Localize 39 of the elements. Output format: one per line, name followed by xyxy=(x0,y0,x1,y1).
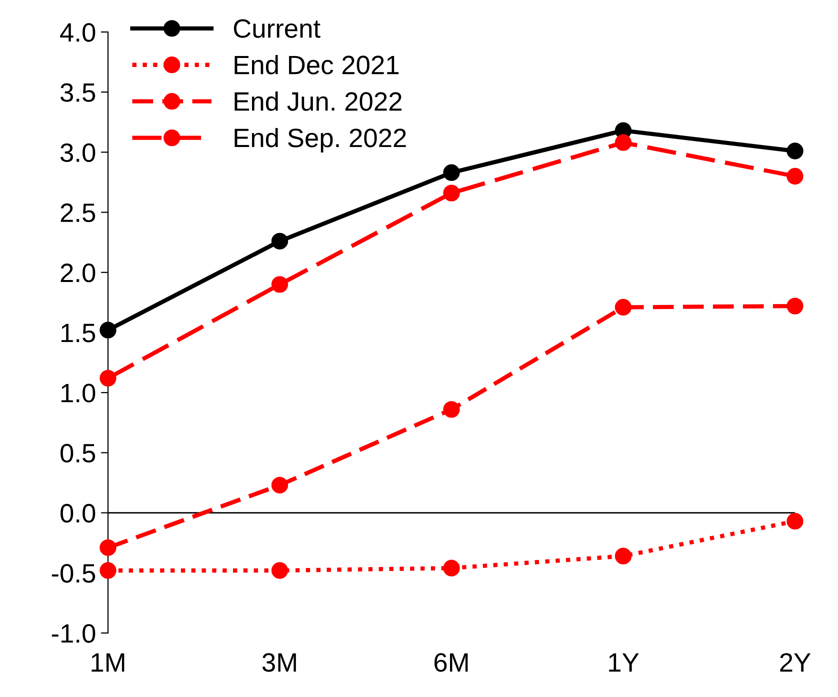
y-tick-label: -0.5 xyxy=(52,564,96,583)
legend-label: End Sep. 2022 xyxy=(234,128,406,153)
point xyxy=(614,298,632,316)
point xyxy=(614,134,632,151)
point xyxy=(100,322,116,338)
x-tick-label: 2Y xyxy=(780,653,811,672)
point xyxy=(443,164,460,181)
point xyxy=(614,548,632,564)
y-tick-label: 3.0 xyxy=(60,143,96,162)
point xyxy=(271,562,288,579)
y-tick-label: 4.0 xyxy=(60,23,96,42)
point xyxy=(271,476,288,494)
y-tick-label: 1.5 xyxy=(62,324,96,342)
point xyxy=(100,370,116,387)
y-tick-label: 0.0 xyxy=(60,504,96,523)
y-tick-label: -1.0 xyxy=(52,624,96,643)
legend-label: End Dec 2021 xyxy=(234,54,399,74)
point xyxy=(786,142,804,160)
y-tick-label: 2.0 xyxy=(60,264,96,282)
x-tick-label: 1Y xyxy=(609,653,639,672)
point xyxy=(100,539,116,556)
point xyxy=(786,512,804,530)
y-tick-label: 1.0 xyxy=(62,384,96,402)
point xyxy=(443,560,460,576)
y-tick-label: 3.5 xyxy=(60,83,96,102)
x-tick-label: 3M xyxy=(262,653,296,672)
y-tick-label: 0.5 xyxy=(60,444,96,463)
point xyxy=(443,401,460,418)
point xyxy=(443,184,460,202)
point xyxy=(271,232,288,250)
point xyxy=(786,298,804,314)
x-tick-label: 6M xyxy=(434,653,468,672)
point xyxy=(100,562,116,579)
point xyxy=(786,168,804,185)
x-tick-label: 1M xyxy=(92,653,124,672)
legend-label: End Jun. 2022 xyxy=(234,91,402,111)
legend-label: Current xyxy=(234,19,320,38)
point xyxy=(271,276,288,293)
y-tick-label: 2.5 xyxy=(60,203,96,222)
